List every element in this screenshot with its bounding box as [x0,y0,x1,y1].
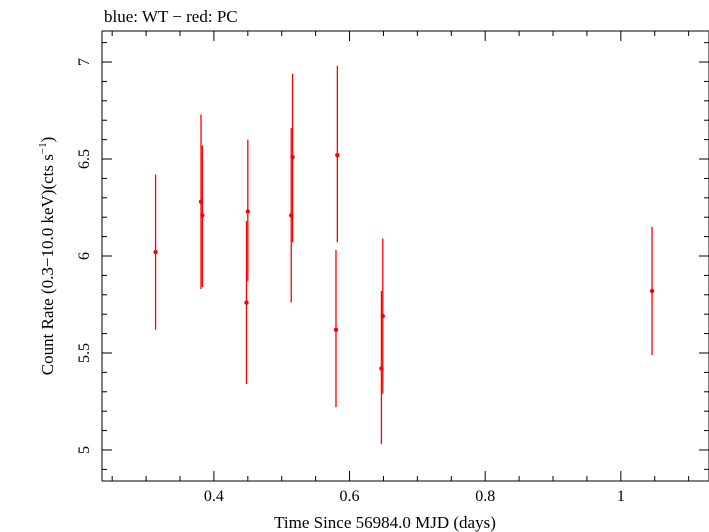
x-tick-label: 0.8 [475,488,495,505]
data-point [200,213,205,218]
y-axis-label: Count Rate (0.3−10.0 keV)(cts s−1) [37,137,57,376]
y-tick-label: 6.5 [76,149,93,169]
data-point [380,313,385,319]
y-axis-label-close: ) [38,137,57,143]
data-point [290,154,295,160]
y-tick-label: 7 [76,58,93,66]
chart-title: blue: WT − red: PC [104,7,238,26]
y-tick-label: 5 [76,446,93,454]
data-point [244,300,249,305]
axis-ticks [102,31,709,481]
y-tick-label: 6 [76,252,93,260]
data-point [153,249,158,255]
data-point [335,152,340,158]
y-tick-label: 5.5 [76,343,93,363]
x-tick-label: 1 [617,488,625,505]
data-marks [153,65,655,445]
data-point [649,288,655,294]
y-axis-label-exponent: −1 [37,142,49,154]
axis-tick-labels: 0.4 0.6 0.8 1 5 5.5 6 6.5 7 [76,58,625,505]
x-tick-label: 0.4 [204,488,224,505]
x-tick-label: 0.6 [340,488,360,505]
plot-frame [101,30,709,482]
y-axis-label-main: Count Rate (0.3−10.0 keV)(cts s [38,154,57,375]
data-point [245,209,251,214]
data-point [333,327,339,332]
x-axis-label: Time Since 56984.0 MJD (days) [274,513,496,532]
